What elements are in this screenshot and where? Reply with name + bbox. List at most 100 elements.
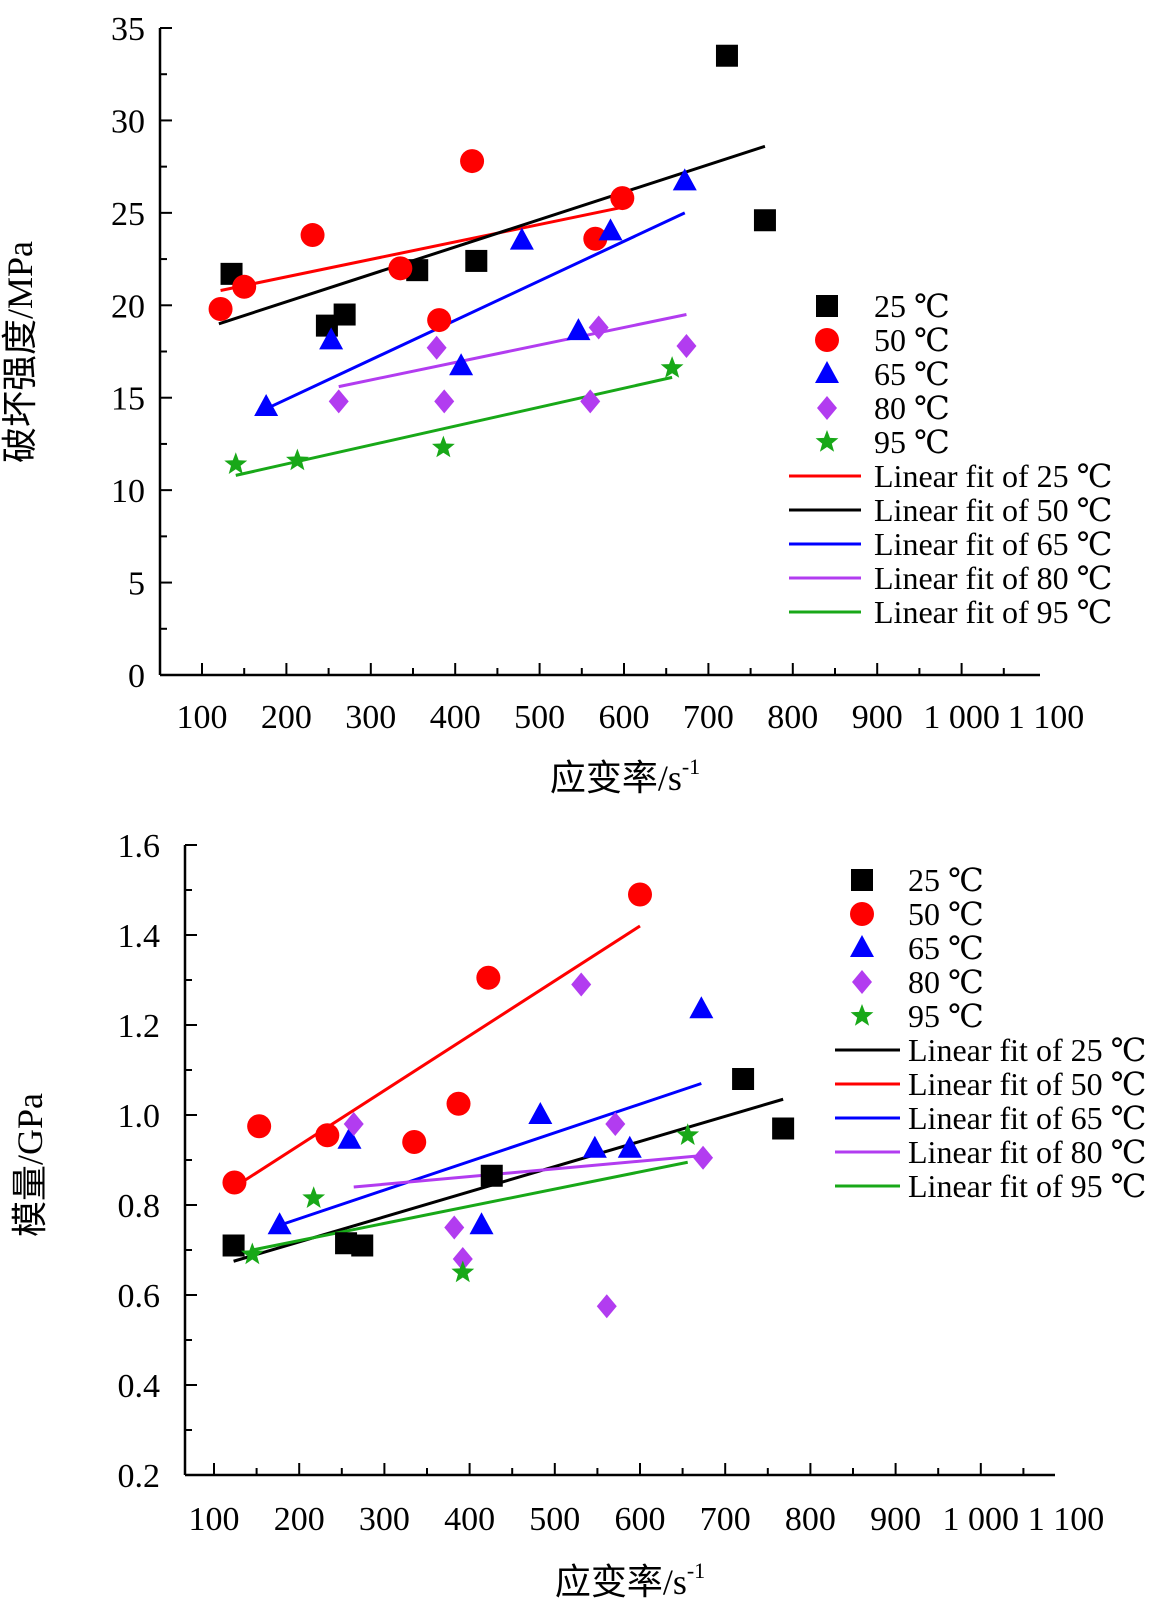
- fit-line: [220, 205, 623, 292]
- chart-modulus: 0.2 0.4 0.6 0.8 1.0 1.2 1.4 1.6 100 200 300 400 500 6…: [10, 828, 1146, 1600]
- x-tick-label: 1 100: [1008, 699, 1085, 736]
- y-tick-label: 0.2: [118, 1458, 161, 1495]
- y-tick-label: 0.6: [118, 1278, 161, 1315]
- x-tick-label: 800: [785, 1501, 836, 1538]
- x-tick-label: 1 100: [1028, 1501, 1105, 1538]
- legend-label: Linear fit of 65 ℃: [908, 1100, 1146, 1136]
- y-axis-title: 模量/GPa: [10, 1093, 50, 1237]
- data-point: [446, 1091, 471, 1116]
- data-point: [689, 996, 714, 1019]
- data-point: [617, 1135, 642, 1158]
- data-point: [528, 1102, 553, 1124]
- data-point: [476, 965, 501, 990]
- data-point: [460, 149, 485, 174]
- data-point: [596, 1294, 617, 1319]
- x-tick-label: 700: [700, 1501, 751, 1538]
- data-point: [628, 882, 652, 907]
- data-point: [351, 1234, 374, 1257]
- data-point: [208, 296, 233, 321]
- x-tick-label: 100: [177, 699, 228, 736]
- y-tick-label: 5: [128, 566, 145, 603]
- legend-label: Linear fit of 95 ℃: [874, 594, 1112, 630]
- y-tick-label: 1.2: [118, 1008, 161, 1045]
- data-point: [300, 223, 325, 248]
- x-tick-label: 700: [683, 699, 734, 736]
- data-point: [465, 249, 488, 272]
- x-tick-label: 800: [767, 699, 818, 736]
- data-point: [449, 353, 474, 376]
- legend-label: 65 ℃: [874, 356, 950, 392]
- x-tick-label: 300: [359, 1501, 410, 1538]
- legend-marker: [815, 361, 839, 383]
- x-axis-title: 应变率/s-1: [550, 754, 700, 798]
- data-point: [451, 1260, 475, 1283]
- y-tick-label: 0.8: [118, 1188, 161, 1225]
- fit-line: [338, 313, 687, 389]
- x-tick-label: 400: [430, 699, 481, 736]
- data-point: [672, 168, 697, 191]
- data-point: [732, 1068, 755, 1090]
- legend-marker: [817, 396, 837, 420]
- x-tick-label: 1 000: [943, 1501, 1020, 1538]
- y-tick-label: 35: [111, 11, 145, 48]
- data-point: [302, 1186, 326, 1208]
- data-point: [452, 1247, 473, 1271]
- legend-label: Linear fit of 25 ℃: [874, 458, 1112, 494]
- fit-line: [279, 1082, 702, 1227]
- legend-label: Linear fit of 80 ℃: [908, 1134, 1146, 1170]
- data-point: [676, 1123, 700, 1145]
- data-point: [715, 44, 738, 67]
- x-tick-label: 900: [852, 699, 903, 736]
- data-point: [224, 452, 248, 474]
- data-point: [319, 327, 344, 350]
- data-point: [509, 227, 534, 250]
- x-tick-label: 300: [345, 699, 396, 736]
- data-point: [247, 1114, 272, 1139]
- data-point: [286, 448, 309, 471]
- data-point: [427, 308, 452, 333]
- x-tick-label: 200: [261, 699, 312, 736]
- x-tick-label: 400: [444, 1501, 495, 1538]
- legend-label: 50 ℃: [874, 322, 950, 358]
- data-point: [434, 389, 455, 414]
- data-point: [232, 274, 257, 299]
- data-point: [315, 1123, 340, 1148]
- data-point: [254, 393, 279, 416]
- data-point: [222, 1234, 245, 1257]
- x-axis-title-superscript: -1: [687, 1558, 705, 1583]
- data-point: [432, 435, 455, 458]
- y-tick-label: 1.6: [118, 828, 161, 865]
- legend-label: 80 ℃: [874, 390, 950, 426]
- x-tick-label: 100: [189, 1501, 240, 1538]
- legend-label: Linear fit of 80 ℃: [874, 560, 1112, 596]
- legend-marker: [816, 295, 838, 317]
- y-tick-label: 15: [111, 381, 145, 418]
- data-point: [610, 186, 635, 211]
- legend-marker: [815, 430, 839, 452]
- legend-label: Linear fit of 25 ℃: [908, 1032, 1146, 1068]
- y-axis-title: 破坏强度/MPa: [0, 241, 40, 463]
- legend-marker: [850, 1004, 874, 1026]
- data-point: [588, 315, 609, 340]
- data-point: [426, 335, 447, 360]
- data-point: [337, 1126, 362, 1149]
- data-point: [582, 1135, 607, 1158]
- legend-label: 50 ℃: [908, 896, 984, 932]
- legend-label: 95 ℃: [874, 424, 950, 460]
- fit-line: [233, 924, 641, 1189]
- y-tick-label: 0: [128, 658, 145, 695]
- legend-marker: [851, 869, 873, 891]
- x-tick-label: 600: [615, 1501, 666, 1538]
- data-point: [772, 1117, 795, 1140]
- fit-line: [218, 144, 766, 326]
- fit-line: [235, 375, 673, 477]
- legend-label: 95 ℃: [908, 998, 984, 1034]
- data-point: [566, 318, 591, 341]
- fit-line: [265, 211, 686, 411]
- data-point: [605, 1112, 626, 1136]
- data-point: [693, 1145, 714, 1170]
- data-point: [583, 226, 608, 251]
- x-tick-label: 500: [529, 1501, 580, 1538]
- legend-label: 65 ℃: [908, 930, 984, 966]
